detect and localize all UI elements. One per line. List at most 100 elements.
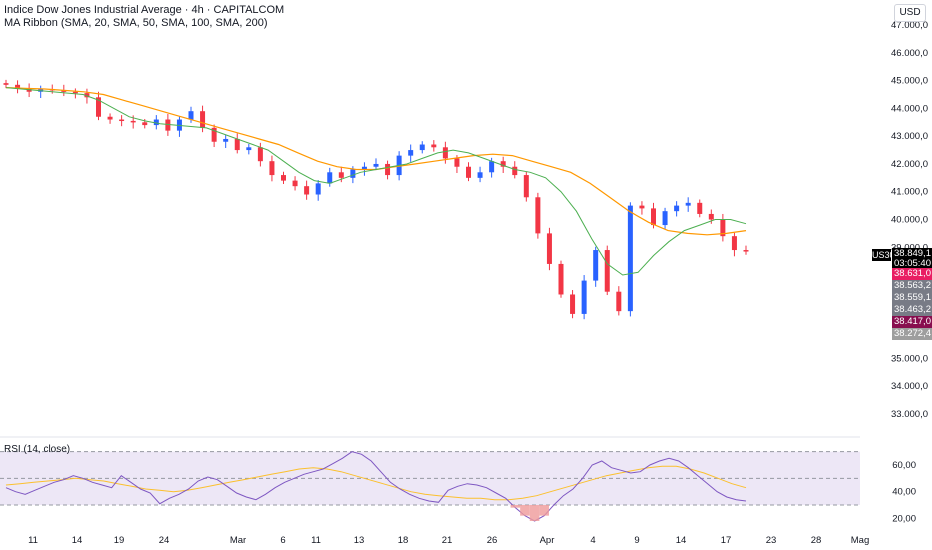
price-tick-label: 45.000,0 (891, 76, 928, 87)
candle-body (327, 172, 333, 184)
candle-body (96, 97, 101, 117)
candle-body (581, 280, 587, 314)
price-tick-label: 35.000,0 (891, 353, 928, 364)
rsi-tick-label: 20,00 (892, 513, 916, 524)
level-tag: 38.563,2 (892, 280, 932, 292)
candle-body (639, 205, 645, 209)
currency-button[interactable]: USD (894, 4, 926, 22)
candle-body (246, 147, 252, 151)
last-price-tag: 38.849,1 (892, 248, 932, 260)
price-tick-label: 34.000,0 (891, 381, 928, 392)
level-tag: 38.417,0 (892, 316, 932, 328)
candle-body (350, 169, 356, 178)
candle-body (500, 161, 506, 167)
candle-body (512, 166, 518, 176)
time-tick-label: Mag (851, 535, 869, 546)
candle-body (558, 263, 564, 295)
price-tick-label: 44.000,0 (891, 103, 928, 114)
time-tick-label: 14 (676, 535, 687, 546)
candle-body (454, 158, 460, 167)
candle-body (442, 147, 448, 159)
candle-body (523, 175, 529, 198)
rsi-series (5, 451, 747, 522)
price-tick-label: 46.000,0 (891, 48, 928, 59)
candle-body (3, 83, 9, 85)
rsi-axis: 60,00 40,00 20,00 (892, 460, 916, 524)
indicator-legend[interactable]: MA Ribbon (SMA, 20, SMA, 50, SMA, 100, S… (4, 17, 268, 29)
candle-body (211, 127, 217, 142)
time-tick-label: 9 (634, 535, 639, 546)
candle-body (338, 172, 344, 178)
rsi-oversold-fill (539, 505, 549, 516)
time-tick-label: 26 (487, 535, 498, 546)
candle-body (466, 166, 471, 178)
candle-body (281, 175, 286, 181)
time-tick-label: 19 (114, 535, 125, 546)
rsi-legend[interactable]: RSI (14, close) (4, 444, 71, 455)
time-tick-label: 24 (159, 535, 170, 546)
time-tick-label: 13 (354, 535, 365, 546)
rsi-tick-label: 40,00 (892, 487, 916, 498)
time-tick-label: Apr (540, 535, 555, 546)
time-tick-label: Mar (230, 535, 246, 546)
candle-body (15, 84, 21, 89)
candle-body (61, 90, 67, 92)
price-tick-label: 43.000,0 (891, 131, 928, 142)
candle-body (84, 93, 90, 98)
candle-body (257, 147, 263, 162)
candle-body (165, 119, 171, 131)
candle-body (674, 205, 680, 212)
candle-body (223, 138, 229, 142)
candle-body (153, 119, 159, 126)
time-tick-label: 14 (72, 535, 83, 546)
time-axis[interactable]: 11 14 19 24 Mar 6 11 13 18 21 26 Apr 4 9 14 17 23 28 Mag (28, 535, 869, 546)
time-tick-label: 18 (398, 535, 409, 546)
price-tick-label: 41.000,0 (891, 187, 928, 198)
time-tick-label: 11 (28, 535, 38, 546)
candle-body (685, 202, 691, 206)
rsi-band (0, 436, 860, 506)
candle-body (361, 166, 367, 170)
candle-body (743, 250, 749, 252)
candle-body (570, 294, 576, 314)
candle-body (408, 150, 414, 156)
symbol-tag: US30 (872, 249, 895, 261)
time-tick-label: 17 (721, 535, 732, 546)
price-tick-label: 47.000,0 (891, 20, 928, 31)
candle-body (697, 202, 703, 214)
candle-body (373, 163, 379, 167)
rsi-oversold-fill (529, 505, 540, 521)
candle-body (26, 88, 32, 92)
price-tick-label: 39.000,0 (891, 242, 928, 253)
candle-body (142, 122, 148, 126)
candle-body (119, 119, 125, 122)
candle-body (489, 161, 495, 173)
rsi-ma-line (5, 465, 747, 501)
candle-body (604, 250, 610, 292)
price-tick-label: 42.000,0 (891, 159, 928, 170)
price-tick-label: 40.000,0 (891, 215, 928, 226)
candle-body (188, 111, 194, 120)
countdown-tag: 03:05:40 (892, 258, 932, 270)
candle-body (385, 163, 391, 176)
candle-body (292, 180, 298, 187)
candle-body (419, 144, 425, 151)
candle-body (651, 208, 656, 226)
time-tick-label: 23 (766, 535, 777, 546)
time-tick-label: 11 (311, 535, 321, 546)
level-tag: 38.559,1 (892, 292, 932, 304)
level-tag: 38.631,0 (892, 268, 932, 280)
candle-body (315, 183, 321, 195)
candle-body (200, 111, 206, 128)
price-axis[interactable]: 47.000,0 46.000,0 45.000,0 44.000,0 43.000,0… (891, 20, 928, 420)
ma-ribbon (5, 87, 747, 276)
level-tag: 38.272,4 (892, 328, 932, 340)
level-tag: 38.463,2 (892, 304, 932, 316)
candle-body (708, 213, 714, 220)
candle-body (477, 172, 483, 178)
chart-title[interactable]: Indice Dow Jones Industrial Average · 4h… (4, 4, 285, 16)
rsi-oversold-fill (520, 505, 530, 516)
candle-body (731, 236, 737, 251)
time-tick-label: 6 (280, 535, 285, 546)
